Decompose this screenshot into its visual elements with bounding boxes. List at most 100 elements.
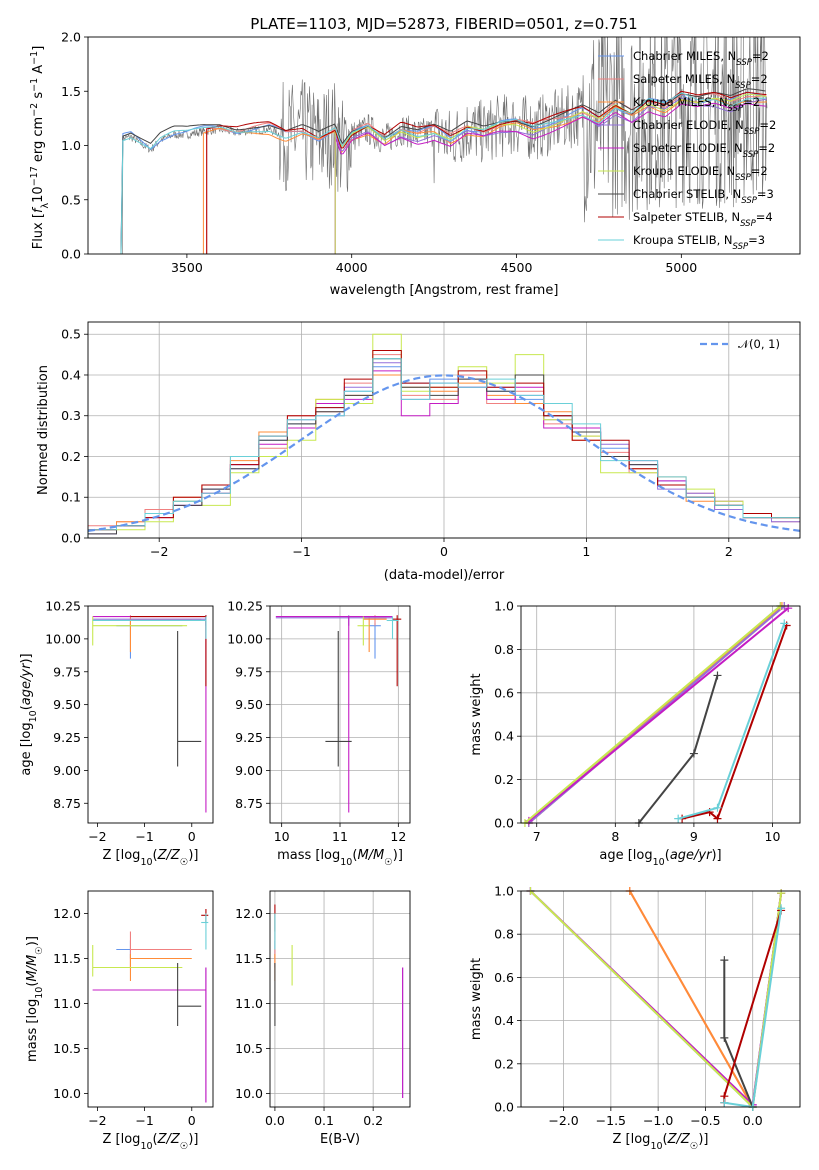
label-part: 10 <box>28 710 39 722</box>
x-tick-label: −2 <box>150 544 168 559</box>
y-tick-label: 0.0 <box>61 531 81 546</box>
label-part: mass [log <box>277 848 340 863</box>
y-tick-label: 0.2 <box>494 1056 514 1071</box>
gaussian-curve <box>87 374 801 532</box>
label-part: ☉ <box>34 946 45 955</box>
y-tick-label: 10.0 <box>53 1086 81 1101</box>
axes-frame <box>269 890 411 1108</box>
x-tick-label: −1.5 <box>596 1113 626 1128</box>
y-tick-label: 11.5 <box>53 951 81 966</box>
legend-sub: SSP <box>736 58 752 68</box>
label-part: )] <box>19 653 34 663</box>
label-part: ☉ <box>180 1141 189 1152</box>
spectrum-lines <box>120 37 768 254</box>
legend-label: Kroupa STELIB, NSSP=3 <box>633 233 765 252</box>
model-line <box>120 92 766 254</box>
legend-sub: SSP <box>740 219 756 229</box>
y-axis-label: mass weight <box>469 958 484 1040</box>
legend-text: Salpeter ELODIE, N <box>633 141 743 155</box>
x-tick-label: 0.2 <box>363 1113 383 1128</box>
y-tick-label: 9.00 <box>53 763 81 778</box>
weight-marker <box>720 1098 729 1107</box>
x-axis-label: wavelength [Angstrom, rest frame] <box>330 283 559 298</box>
model-line <box>334 102 767 254</box>
label-part: )] <box>698 1132 708 1147</box>
weight-marker <box>674 814 683 823</box>
legend-label: Salpeter STELIB, NSSP=4 <box>633 210 773 229</box>
y-tick-label: 12.0 <box>53 906 81 921</box>
label-part: Z [log <box>613 1132 651 1147</box>
label-part: Flux [ <box>31 213 46 249</box>
x-tick-label: −1 <box>135 1113 153 1128</box>
legend-label: 𝒩(0, 1) <box>738 337 780 351</box>
label-part: A <box>31 65 46 78</box>
legend-text: =3 <box>757 187 774 201</box>
y-tick-label: 0.5 <box>61 192 81 207</box>
x-tick-label: −0.5 <box>690 1113 720 1128</box>
legend-text: Kroupa ELODIE, N <box>633 164 735 178</box>
label-part: −1 <box>29 78 40 92</box>
x-tick-label: 0.0 <box>743 1113 763 1128</box>
y-tick-label: 9.75 <box>53 664 81 679</box>
label-part: Z/Z <box>157 848 181 863</box>
y-tick-label: 0.8 <box>494 927 514 942</box>
weight-line <box>529 890 783 1107</box>
y-tick-label: 9.50 <box>53 697 81 712</box>
y-tick-label: 9.25 <box>53 730 81 745</box>
axes-frame <box>520 890 801 1108</box>
weight-marker <box>713 814 722 823</box>
x-tick-label: 0.1 <box>314 1113 334 1128</box>
weight-marker <box>713 671 722 680</box>
legend-text: Kroupa STELIB, N <box>633 233 733 247</box>
legend-text: Chabrier ELODIE, N <box>633 118 744 132</box>
y-tick-label: 10.0 <box>235 1086 263 1101</box>
legend-sub: SSP <box>735 81 751 91</box>
label-part: 10 <box>650 1141 662 1152</box>
weight-marker <box>784 604 793 613</box>
y-tick-label: 9.50 <box>235 697 263 712</box>
label-part: ] <box>31 46 46 51</box>
legend-text: Chabrier STELIB, N <box>633 187 741 201</box>
weight-line <box>529 890 783 1107</box>
weight-line <box>528 607 789 822</box>
label-part: 10 <box>140 857 152 868</box>
x-axis-label: mass [log10(M/M☉)] <box>277 848 403 868</box>
weight-marker <box>777 889 786 898</box>
label-part: 10 <box>340 857 352 868</box>
y-tick-label: 0.6 <box>494 685 514 700</box>
histogram-step <box>87 358 800 538</box>
model-line <box>334 93 767 254</box>
x-tick-label: −1.0 <box>643 1113 673 1128</box>
label-part: mass [log <box>25 999 40 1062</box>
label-part: ( <box>153 1132 158 1147</box>
y-tick-label: 10.25 <box>45 599 81 614</box>
model-line <box>206 93 767 254</box>
legend-text: =2 <box>743 95 760 109</box>
y-axis-label: mass [log10(M/M☉)] <box>25 936 45 1062</box>
y-tick-label: 12.0 <box>235 906 263 921</box>
x-tick-label: 7 <box>533 829 541 844</box>
legend-sub: SSP <box>744 127 760 137</box>
legend-text: =2 <box>759 118 776 132</box>
x-tick-label: −2 <box>88 829 106 844</box>
label-part: )] <box>188 848 198 863</box>
x-tick-label: −2.0 <box>548 1113 578 1128</box>
label-part: )] <box>393 848 403 863</box>
y-tick-label: 0.2 <box>494 772 514 787</box>
x-tick-label: 4000 <box>336 260 368 275</box>
weight-marker <box>689 749 698 758</box>
y-tick-label: 9.75 <box>235 664 263 679</box>
label-part: ( <box>352 848 357 863</box>
label-part: 10 <box>140 1141 152 1152</box>
y-tick-label: 10.5 <box>53 1041 81 1056</box>
y-tick-label: 8.75 <box>53 796 81 811</box>
label-part: 10 <box>31 186 46 203</box>
axes-frame <box>269 605 411 824</box>
legend-text: Salpeter STELIB, N <box>633 210 740 224</box>
legend-label: Kroupa ELODIE, NSSP=2 <box>633 164 768 183</box>
label-part: ( <box>25 982 40 987</box>
label-part: ( <box>19 705 34 710</box>
weight-marker <box>777 904 786 913</box>
x-tick-label: 10 <box>274 829 290 844</box>
